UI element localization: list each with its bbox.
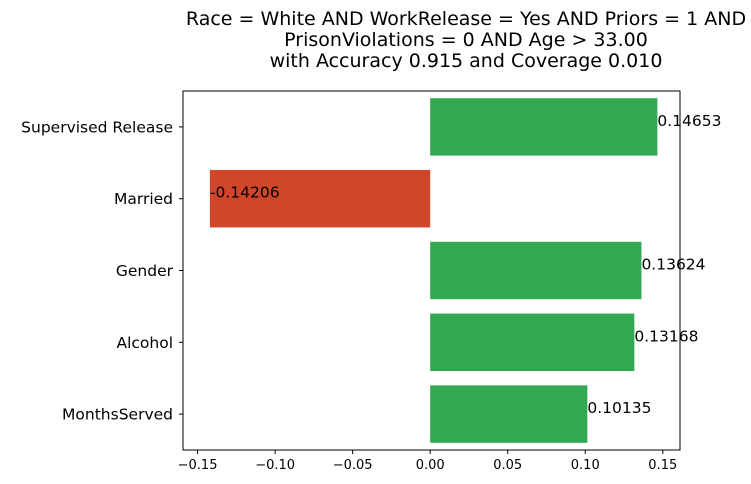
bar-gender <box>430 241 642 300</box>
x-tick-label: −0.10 <box>255 458 295 473</box>
chart-title: Race = White AND WorkRelease = Yes AND P… <box>186 8 746 72</box>
category-label: Supervised Release <box>21 118 173 136</box>
x-tick-label: −0.15 <box>178 458 218 473</box>
bars <box>209 98 658 443</box>
category-label: Married <box>114 190 173 208</box>
category-labels: Supervised Release Married Gender Alcohol Mo… <box>21 118 183 424</box>
x-tick-label: 0.05 <box>493 458 522 473</box>
value-label: 0.14653 <box>657 112 721 130</box>
value-label: 0.13624 <box>641 256 705 274</box>
x-tick-label: 0.15 <box>648 458 677 473</box>
title-line-3: with Accuracy 0.915 and Coverage 0.010 <box>270 50 663 72</box>
title-line-1: Race = White AND WorkRelease = Yes AND P… <box>186 8 746 30</box>
bar-married <box>209 169 431 228</box>
bar-alcohol <box>430 313 635 372</box>
x-tick-label: 0.00 <box>416 458 445 473</box>
x-axis-ticks: −0.15 −0.10 −0.05 0.00 0.05 0.10 0.15 <box>178 450 677 473</box>
value-label: 0.13168 <box>634 327 698 345</box>
value-label: -0.14206 <box>210 184 280 202</box>
value-label: 0.10135 <box>587 399 651 417</box>
bar-monthsserved <box>430 385 588 443</box>
category-label: Alcohol <box>116 334 173 352</box>
category-label: Gender <box>116 262 174 280</box>
x-tick-label: −0.05 <box>333 458 373 473</box>
bar-supervised-release <box>430 98 658 156</box>
x-tick-label: 0.10 <box>571 458 600 473</box>
value-labels: 0.14653 -0.14206 0.13624 0.13168 0.10135 <box>210 112 722 417</box>
category-label: MonthsServed <box>62 406 173 424</box>
plot-frame <box>182 90 681 451</box>
title-line-2: PrisonViolations = 0 AND Age > 33.00 <box>284 29 648 51</box>
